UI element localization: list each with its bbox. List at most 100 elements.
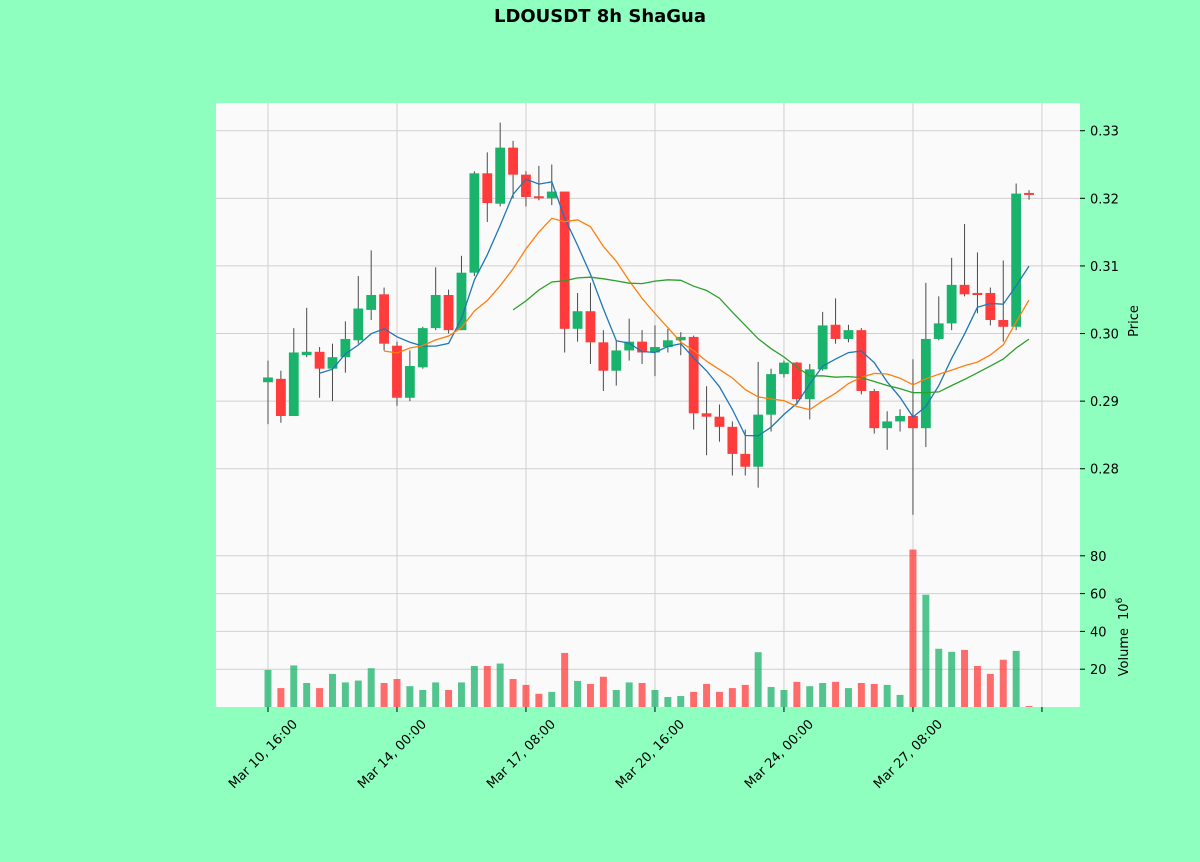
volume-bar: [870, 683, 878, 707]
candle-body: [1011, 193, 1022, 327]
volume-bar: [509, 679, 517, 707]
volume-bar: [599, 676, 607, 707]
candle-body: [624, 341, 635, 351]
candle-body: [714, 416, 725, 427]
volume-bar: [909, 549, 917, 707]
candle-body: [598, 342, 609, 371]
volume-bar: [432, 682, 440, 707]
volume-tick-label: 40: [1090, 625, 1107, 640]
volume-bar: [393, 679, 401, 707]
x-tick-label: Mar 14, 00:00: [355, 717, 430, 792]
candle-body: [895, 416, 905, 422]
volume-bar: [290, 665, 298, 707]
volume-bar: [638, 682, 646, 707]
candle-body: [882, 421, 893, 429]
x-tick-label: Mar 20, 16:00: [613, 717, 688, 792]
volume-bar: [522, 684, 530, 707]
volume-bar: [883, 684, 891, 707]
y-tick-label: 0.28: [1090, 463, 1119, 478]
candle-body: [779, 362, 789, 375]
candle-body: [456, 272, 467, 331]
volume-bar: [754, 652, 762, 707]
volume-bar: [999, 659, 1007, 707]
candle-body: [314, 351, 325, 369]
volume-tick-label: 60: [1090, 588, 1107, 603]
candle-body: [611, 350, 622, 371]
candle-body: [727, 426, 738, 454]
candle-body: [508, 147, 518, 175]
volume-bar: [354, 680, 362, 707]
volume-bar: [457, 682, 465, 707]
volume-bar: [948, 651, 956, 707]
volume-bar: [677, 696, 685, 707]
candle-body: [482, 173, 493, 204]
volume-bar: [496, 663, 504, 707]
candle-body: [469, 173, 480, 273]
volume-bar: [844, 688, 852, 707]
volume-bar: [548, 691, 556, 707]
volume-bar: [264, 669, 272, 707]
candle-body: [688, 336, 699, 414]
y-tick-label: 0.31: [1090, 260, 1119, 275]
y-tick-label: 0.29: [1090, 395, 1119, 410]
volume-bar: [922, 594, 930, 707]
volume-bar: [277, 688, 285, 707]
volume-bar: [857, 682, 865, 707]
volume-bar: [690, 691, 698, 707]
candle-body: [933, 323, 944, 339]
candle-body: [340, 338, 351, 358]
candle-body: [443, 295, 454, 331]
candle-body: [572, 311, 583, 329]
volume-scale-base: 10: [1117, 603, 1132, 620]
volume-bar: [793, 681, 801, 707]
volume-bar: [419, 689, 427, 707]
volume-bar: [819, 682, 827, 707]
candle-body: [959, 284, 970, 295]
moving-average-line: [512, 276, 1030, 394]
volume-bar: [561, 652, 569, 707]
volume-bar: [961, 649, 969, 707]
candle-body: [662, 340, 673, 348]
candle-body: [998, 320, 1009, 327]
candle-body: [637, 341, 647, 353]
candle-body: [392, 345, 402, 398]
candle-body: [675, 336, 686, 341]
volume-bar: [535, 693, 543, 707]
volume-bar: [303, 682, 311, 707]
candle-body: [301, 351, 312, 356]
candle-body: [353, 308, 364, 341]
candle-body: [1024, 192, 1034, 195]
candle-body: [791, 362, 802, 400]
volume-bar: [625, 682, 633, 707]
volume-bar: [445, 689, 453, 707]
y-tick-label: 0.30: [1090, 328, 1119, 343]
candle-body: [546, 191, 557, 199]
candle-body: [856, 330, 867, 391]
candle-body: [753, 414, 764, 467]
candle-body: [366, 295, 377, 310]
candle-body: [701, 413, 712, 417]
candle-body: [275, 378, 286, 417]
volume-bar: [1012, 650, 1020, 707]
volume-bar: [367, 668, 375, 707]
volume-bar: [780, 689, 788, 707]
volume-bar: [612, 689, 620, 707]
volume-bar: [896, 694, 904, 707]
candle-body: [288, 352, 299, 417]
volume-bar: [328, 673, 336, 707]
x-tick-label: Mar 27, 08:00: [871, 717, 946, 792]
candle-body: [946, 284, 957, 324]
volume-bar: [973, 665, 981, 707]
volume-tick-label: 80: [1090, 550, 1107, 565]
volume-bar: [406, 686, 414, 707]
candle-body: [417, 328, 428, 368]
volume-bar: [316, 688, 324, 707]
volume-label: Volume: [1117, 628, 1132, 676]
candle-body: [830, 324, 841, 339]
candle-body: [263, 377, 273, 383]
volume-bar: [728, 688, 736, 707]
candle-body: [559, 191, 570, 329]
candle-body: [985, 292, 996, 321]
candle-body: [379, 294, 389, 344]
candle-body: [430, 295, 441, 329]
